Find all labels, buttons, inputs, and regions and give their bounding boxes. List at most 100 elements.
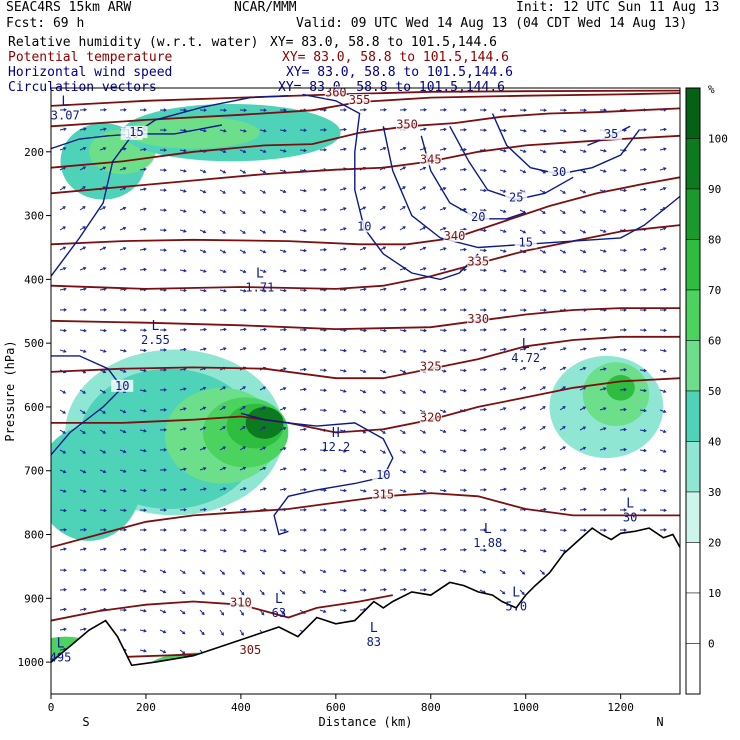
circulation-vector-head (343, 267, 347, 271)
circulation-vector-head (263, 487, 267, 491)
theta-label-320: 320 (420, 411, 442, 425)
wind-label-20: 20 (471, 210, 485, 224)
circulation-vector (339, 569, 346, 572)
circulation-vector-head (303, 387, 307, 392)
circulation-vector (219, 569, 225, 575)
wind-label-10-bg (372, 469, 395, 482)
circulation-vector (419, 548, 426, 551)
circulation-vector-head (623, 188, 627, 193)
circulation-vector-head (382, 186, 386, 190)
circulation-vector-head (603, 467, 607, 471)
circulation-vector (239, 386, 246, 391)
circulation-vector (239, 289, 246, 292)
circulation-vector-head (183, 148, 187, 153)
circulation-vector (579, 467, 586, 471)
field-name-theta: Potential temperature (8, 50, 173, 65)
rh-shade-70 (606, 375, 635, 401)
circulation-vector-head (283, 386, 287, 391)
circulation-vector-head (163, 268, 167, 272)
circulation-vector (379, 588, 387, 591)
circulation-vector (299, 428, 307, 431)
circulation-vector-head (323, 148, 327, 152)
circulation-vector (199, 289, 207, 292)
circulation-vector-head (603, 169, 607, 173)
circulation-vector-head (221, 592, 225, 596)
circulation-vector-head (303, 248, 307, 253)
circulation-vector (539, 269, 546, 273)
wind-label-10: 10 (376, 468, 390, 482)
circulation-vector-head (243, 129, 247, 133)
circulation-vector-head (163, 388, 167, 392)
circulation-vector (239, 629, 244, 636)
circulation-vector-head (82, 410, 86, 414)
circulation-vector-head (463, 488, 467, 492)
circulation-vector-head (163, 528, 167, 532)
circulation-vector (519, 229, 526, 234)
circulation-vector-head (281, 591, 286, 595)
circulation-vector-head (443, 349, 447, 353)
circulation-vector-head (383, 266, 387, 271)
circulation-vector (59, 509, 67, 512)
extremum-type: L (522, 337, 530, 352)
circulation-vector-head (563, 327, 567, 332)
circulation-vector-head (83, 127, 87, 131)
circulation-vector (99, 128, 106, 131)
theta-label-360-bg (324, 86, 347, 99)
circulation-vector-head (483, 248, 487, 253)
circulation-vector-head (103, 267, 107, 271)
circulation-vector (199, 129, 206, 132)
circulation-vector-head (281, 611, 286, 615)
circulation-vector (179, 129, 187, 132)
circulation-vector (139, 268, 147, 271)
circulation-vector (559, 467, 566, 471)
circulation-vector-head (562, 406, 566, 410)
circulation-vector-head (603, 508, 607, 512)
circulation-vector-head (103, 489, 107, 493)
circulation-vector (439, 349, 446, 352)
extremum-value: 83 (367, 635, 381, 649)
circulation-vector-head (203, 269, 207, 273)
circulation-vector-head (323, 569, 327, 574)
circulation-vector-head (263, 466, 267, 471)
circulation-vector-head (503, 367, 507, 371)
wind-label-30: 30 (552, 165, 566, 179)
circulation-vector-head (183, 387, 187, 391)
circulation-vector-head (62, 410, 66, 414)
circulation-vector (79, 509, 87, 512)
circulation-vector-head (402, 430, 406, 434)
circulation-vector (659, 389, 666, 393)
circulation-vector-head (523, 466, 527, 471)
circulation-vector (299, 388, 307, 391)
circulation-vector-head (103, 349, 107, 353)
circulation-vector-head (343, 608, 347, 613)
circulation-vector (539, 406, 546, 411)
circulation-vector (219, 467, 226, 471)
theta-label-305: 305 (240, 643, 262, 657)
extremum-type: H (332, 426, 340, 441)
circulation-vector-head (103, 547, 107, 551)
circulation-vector (599, 368, 606, 371)
circulation-vector-head (503, 407, 507, 411)
circulation-vector (599, 348, 607, 351)
circulation-vector-head (363, 568, 367, 573)
circulation-vector (299, 249, 307, 252)
circulation-vector (579, 129, 586, 132)
circulation-vector-head (283, 347, 287, 351)
circulation-vector (559, 446, 566, 451)
circulation-vector-head (323, 128, 327, 132)
wind-contour-10 (240, 412, 394, 536)
circulation-vector (199, 209, 206, 214)
circulation-vector-head (423, 508, 427, 513)
colorbar-swatch (685, 592, 701, 644)
circulation-vector-head (323, 248, 327, 252)
circulation-vector (339, 469, 346, 472)
circulation-vector-head (343, 409, 347, 413)
circulation-vector (559, 487, 566, 491)
circulation-vector-head (343, 187, 347, 191)
circulation-vector-head (143, 207, 147, 211)
circulation-vector-head (303, 188, 307, 193)
colorbar-swatch (685, 441, 701, 493)
circulation-vector-head (223, 549, 227, 553)
circulation-vector-head (443, 127, 447, 132)
circulation-vector-head (363, 508, 367, 513)
